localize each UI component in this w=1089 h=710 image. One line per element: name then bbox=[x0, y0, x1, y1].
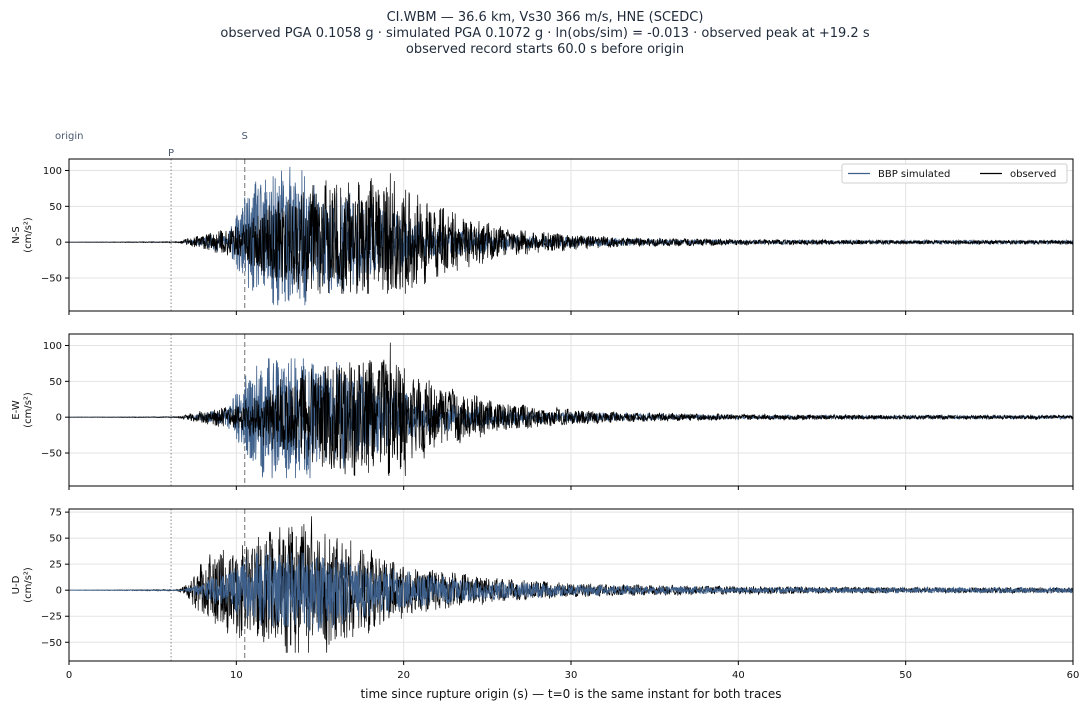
origin-marker-label: origin bbox=[55, 131, 83, 142]
y-tick-label: 50 bbox=[49, 377, 62, 388]
y-tick-label: 75 bbox=[49, 508, 62, 519]
y-tick-label: 0 bbox=[56, 413, 62, 424]
x-tick-label: 0 bbox=[66, 670, 72, 681]
y-axis-label: E-W bbox=[11, 400, 22, 420]
panel-frame bbox=[68, 508, 1074, 662]
legend-label-simulated: BBP simulated bbox=[878, 169, 950, 180]
y-tick-label: −50 bbox=[41, 638, 62, 649]
legend: BBP simulated observed bbox=[841, 163, 1068, 184]
y-tick-label: 0 bbox=[56, 586, 62, 597]
y-axis-unit: (cm/s²) bbox=[23, 217, 34, 253]
panel-frame bbox=[68, 158, 1074, 312]
title-line-1: CI.WBM — 36.6 km, Vs30 366 m/s, HNE (SCE… bbox=[387, 10, 704, 25]
title-line-2: observed PGA 0.1058 g · simulated PGA 0.… bbox=[220, 26, 869, 41]
x-tick-label: 50 bbox=[899, 670, 912, 681]
legend-label-observed: observed bbox=[1010, 169, 1056, 180]
title-line-3: observed record starts 60.0 s before ori… bbox=[406, 42, 684, 57]
legend-box bbox=[841, 163, 1068, 184]
y-axis-label: N-S bbox=[11, 226, 22, 243]
y-tick-label: −25 bbox=[41, 612, 62, 623]
y-tick-label: −50 bbox=[41, 274, 62, 285]
y-tick-label: −50 bbox=[41, 449, 62, 460]
panel-u-d: −50 −25 0 25 50 75 U-D (cm/s²) 0 10 20 30 40 50 60 bbox=[11, 508, 1079, 681]
y-tick-label: 50 bbox=[49, 534, 62, 545]
x-tick-label: 30 bbox=[565, 670, 578, 681]
panel-e-w: −50 0 50 100 E-W (cm/s²) bbox=[11, 333, 1074, 490]
x-tick-label: 10 bbox=[230, 670, 243, 681]
figure-title: CI.WBM — 36.6 km, Vs30 366 m/s, HNE (SCE… bbox=[220, 10, 869, 57]
y-tick-label: 50 bbox=[49, 202, 62, 213]
y-tick-label: 100 bbox=[43, 166, 62, 177]
x-tick-label: 40 bbox=[732, 670, 745, 681]
y-axis-unit: (cm/s²) bbox=[23, 567, 34, 603]
y-tick-label: 25 bbox=[49, 560, 62, 571]
y-axis-unit: (cm/s²) bbox=[23, 392, 34, 428]
x-tick-label: 60 bbox=[1067, 670, 1080, 681]
y-tick-label: 100 bbox=[43, 341, 62, 352]
y-axis-label: U-D bbox=[11, 575, 22, 594]
x-axis-label: time since rupture origin (s) — t=0 is t… bbox=[360, 687, 781, 701]
x-tick-label: 20 bbox=[397, 670, 410, 681]
panel-frame bbox=[68, 333, 1074, 487]
panel-n-s: −50 0 50 100 N-S (cm/s²) origin P S BBP simulated… bbox=[11, 131, 1074, 315]
s-marker-label: S bbox=[242, 131, 248, 142]
y-tick-label: 0 bbox=[56, 238, 62, 249]
observed-trace bbox=[69, 342, 1073, 477]
simulated-trace bbox=[69, 552, 1073, 632]
observed-trace bbox=[69, 173, 1073, 294]
p-marker-label: P bbox=[168, 148, 174, 159]
